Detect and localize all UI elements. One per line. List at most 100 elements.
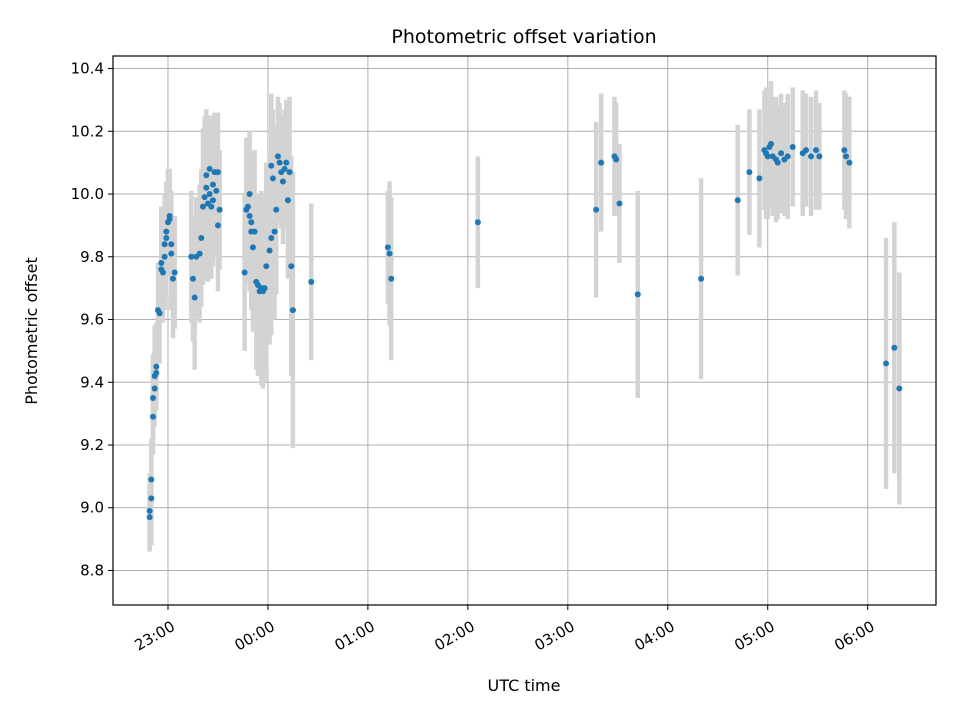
data-point — [276, 159, 283, 166]
data-point — [384, 244, 391, 251]
data-point — [274, 153, 281, 160]
data-point — [288, 263, 295, 270]
data-point — [778, 150, 785, 157]
data-point — [261, 285, 268, 292]
data-point — [273, 206, 280, 213]
y-tick-label: 9.6 — [80, 311, 104, 329]
data-point — [149, 413, 156, 420]
data-point — [151, 385, 158, 392]
x-tick-label: 03:00 — [531, 617, 577, 654]
data-point — [746, 169, 753, 176]
data-point — [163, 234, 170, 241]
data-point — [246, 212, 253, 219]
data-point — [201, 194, 208, 201]
data-point — [161, 241, 168, 248]
data-point — [286, 169, 293, 176]
x-tick-label: 00:00 — [231, 617, 277, 654]
data-point — [289, 307, 296, 314]
data-point — [248, 219, 255, 226]
data-point — [283, 159, 290, 166]
data-point — [896, 385, 903, 392]
data-point — [268, 162, 275, 169]
data-point — [268, 234, 275, 241]
data-point — [153, 369, 160, 376]
data-point — [386, 250, 393, 257]
data-point — [158, 260, 165, 267]
y-tick-label: 9.4 — [80, 373, 104, 391]
y-tick-label: 8.8 — [80, 561, 104, 579]
data-point — [156, 310, 163, 317]
y-axis-title: Photometric offset — [22, 257, 41, 405]
data-point — [634, 291, 641, 298]
data-point — [188, 253, 195, 260]
data-point — [168, 241, 175, 248]
data-point — [166, 216, 173, 223]
data-point — [244, 203, 251, 210]
data-point — [163, 228, 170, 235]
data-point — [246, 191, 253, 198]
data-point — [816, 153, 823, 160]
data-point — [171, 269, 178, 276]
data-point — [883, 360, 890, 367]
data-point — [271, 228, 278, 235]
data-point — [206, 165, 213, 172]
x-axis: 23:00 00:00 01:00 02:00 03:00 04:00 05:00 06:00 — [132, 605, 878, 654]
data-point — [284, 197, 291, 204]
data-point — [474, 219, 481, 226]
data-point — [208, 203, 215, 210]
data-point — [803, 147, 810, 154]
data-point — [213, 187, 220, 194]
data-point — [159, 269, 166, 276]
x-tick-label: 05:00 — [731, 617, 777, 654]
data-point — [598, 159, 605, 166]
data-point — [153, 363, 160, 370]
data-point — [764, 153, 771, 160]
data-point — [841, 147, 848, 154]
data-point — [216, 206, 223, 213]
x-tick-label: 06:00 — [831, 617, 877, 654]
data-point — [203, 172, 210, 179]
y-tick-label: 9.2 — [80, 436, 104, 454]
x-tick-label: 04:00 — [631, 617, 677, 654]
data-point — [616, 200, 623, 207]
data-point — [251, 228, 258, 235]
data-point — [593, 206, 600, 213]
data-point — [203, 184, 210, 191]
x-tick-label: 23:00 — [132, 617, 178, 654]
data-point — [191, 294, 198, 301]
y-tick-label: 9.8 — [80, 248, 104, 266]
data-point — [206, 191, 213, 198]
data-point — [146, 514, 153, 521]
x-axis-title: UTC time — [488, 676, 561, 695]
data-point — [214, 222, 221, 229]
data-point — [784, 153, 791, 160]
y-axis: 8.8 9.0 9.2 9.4 9.6 9.8 10.0 10.2 10.4 — [71, 60, 113, 579]
data-point — [774, 159, 781, 166]
data-point — [189, 275, 196, 282]
data-point — [161, 253, 168, 260]
data-point — [148, 476, 155, 483]
data-points — [146, 140, 903, 521]
data-point — [891, 344, 898, 351]
data-point — [613, 156, 620, 163]
data-point — [789, 143, 796, 150]
data-point — [388, 275, 395, 282]
data-point — [198, 234, 205, 241]
data-point — [843, 153, 850, 160]
data-point — [308, 278, 315, 285]
error-bars — [147, 81, 902, 552]
data-point — [214, 169, 221, 176]
data-point — [241, 269, 248, 276]
data-point — [756, 175, 763, 182]
data-point — [263, 263, 270, 270]
data-point — [148, 495, 155, 502]
data-point — [269, 175, 276, 182]
data-point — [146, 507, 153, 514]
data-point — [266, 247, 273, 254]
data-point — [846, 159, 853, 166]
y-tick-label: 10.2 — [71, 122, 104, 140]
data-point — [169, 275, 176, 282]
x-tick-label: 01:00 — [331, 617, 377, 654]
data-point — [768, 140, 775, 147]
